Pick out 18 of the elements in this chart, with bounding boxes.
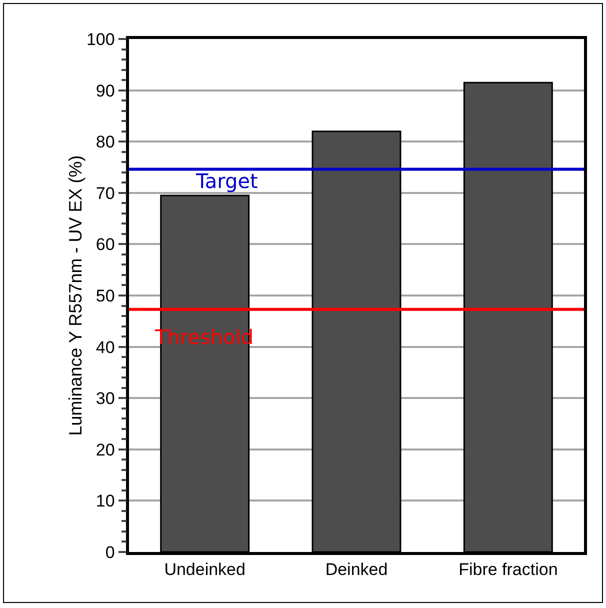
y-tick-label: 70 — [96, 184, 115, 203]
x-tick-label: Deinked — [325, 560, 388, 580]
y-tick-label: 10 — [96, 492, 115, 511]
x-tick-label: Undeinked — [164, 560, 246, 580]
x-tick-label: Fibre fraction — [458, 560, 558, 580]
y-tick-label: 0 — [105, 542, 115, 562]
y-tick-label: 60 — [96, 235, 115, 254]
bar — [463, 82, 553, 552]
y-tick-label: 90 — [96, 81, 115, 100]
y-tick-label: 30 — [96, 389, 115, 408]
y-tick-label: 20 — [96, 440, 115, 460]
y-tick-label: 40 — [96, 338, 115, 357]
y-tick-label: 50 — [96, 286, 115, 306]
y-tick-label: 80 — [96, 132, 115, 152]
ref-line-label: Target — [195, 169, 258, 193]
bar — [312, 130, 402, 552]
y-axis-title: Luminance Y R557nm - UV EX (%) — [66, 155, 86, 436]
y-tick-label: 100 — [86, 30, 115, 49]
